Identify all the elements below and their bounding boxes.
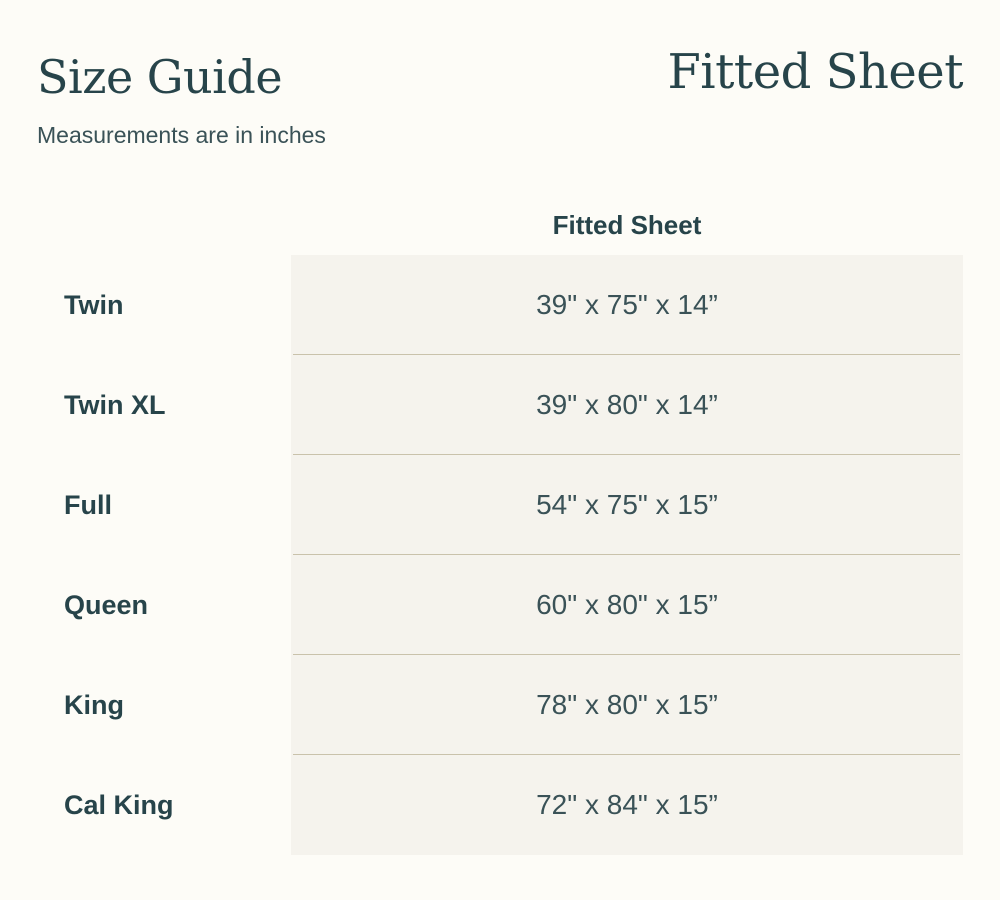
dimensions-value: 72" x 84" x 15” bbox=[536, 789, 718, 820]
size-label: Twin bbox=[64, 290, 124, 320]
table-row: King 78" x 80" x 15” bbox=[0, 655, 1000, 755]
table-row: Twin XL 39" x 80" x 14” bbox=[0, 355, 1000, 455]
size-label: Twin XL bbox=[64, 390, 166, 420]
page-title: Size Guide bbox=[37, 50, 283, 104]
page-subtitle: Measurements are in inches bbox=[37, 122, 326, 148]
product-title: Fitted Sheet bbox=[667, 44, 963, 100]
size-label: King bbox=[64, 690, 124, 720]
row-divider bbox=[293, 754, 960, 755]
size-table bbox=[291, 255, 963, 855]
row-divider bbox=[293, 554, 960, 555]
row-divider bbox=[293, 654, 960, 655]
column-header: Fitted Sheet bbox=[552, 210, 702, 240]
dimensions-value: 39" x 80" x 14” bbox=[536, 389, 718, 420]
table-row: Full 54" x 75" x 15” bbox=[0, 455, 1000, 555]
dimensions-value: 39" x 75" x 14” bbox=[536, 289, 718, 320]
dimensions-value: 54" x 75" x 15” bbox=[536, 489, 718, 520]
table-row: Twin 39" x 75" x 14” bbox=[0, 255, 1000, 355]
row-divider bbox=[293, 354, 960, 355]
dimensions-value: 60" x 80" x 15” bbox=[536, 589, 718, 620]
table-row: Queen 60" x 80" x 15” bbox=[0, 555, 1000, 655]
size-label: Queen bbox=[64, 590, 149, 620]
dimensions-value: 78" x 80" x 15” bbox=[536, 689, 718, 720]
size-label: Cal King bbox=[64, 790, 174, 820]
table-row: Cal King 72" x 84" x 15” bbox=[0, 755, 1000, 855]
size-label: Full bbox=[64, 490, 112, 520]
row-divider bbox=[293, 454, 960, 455]
